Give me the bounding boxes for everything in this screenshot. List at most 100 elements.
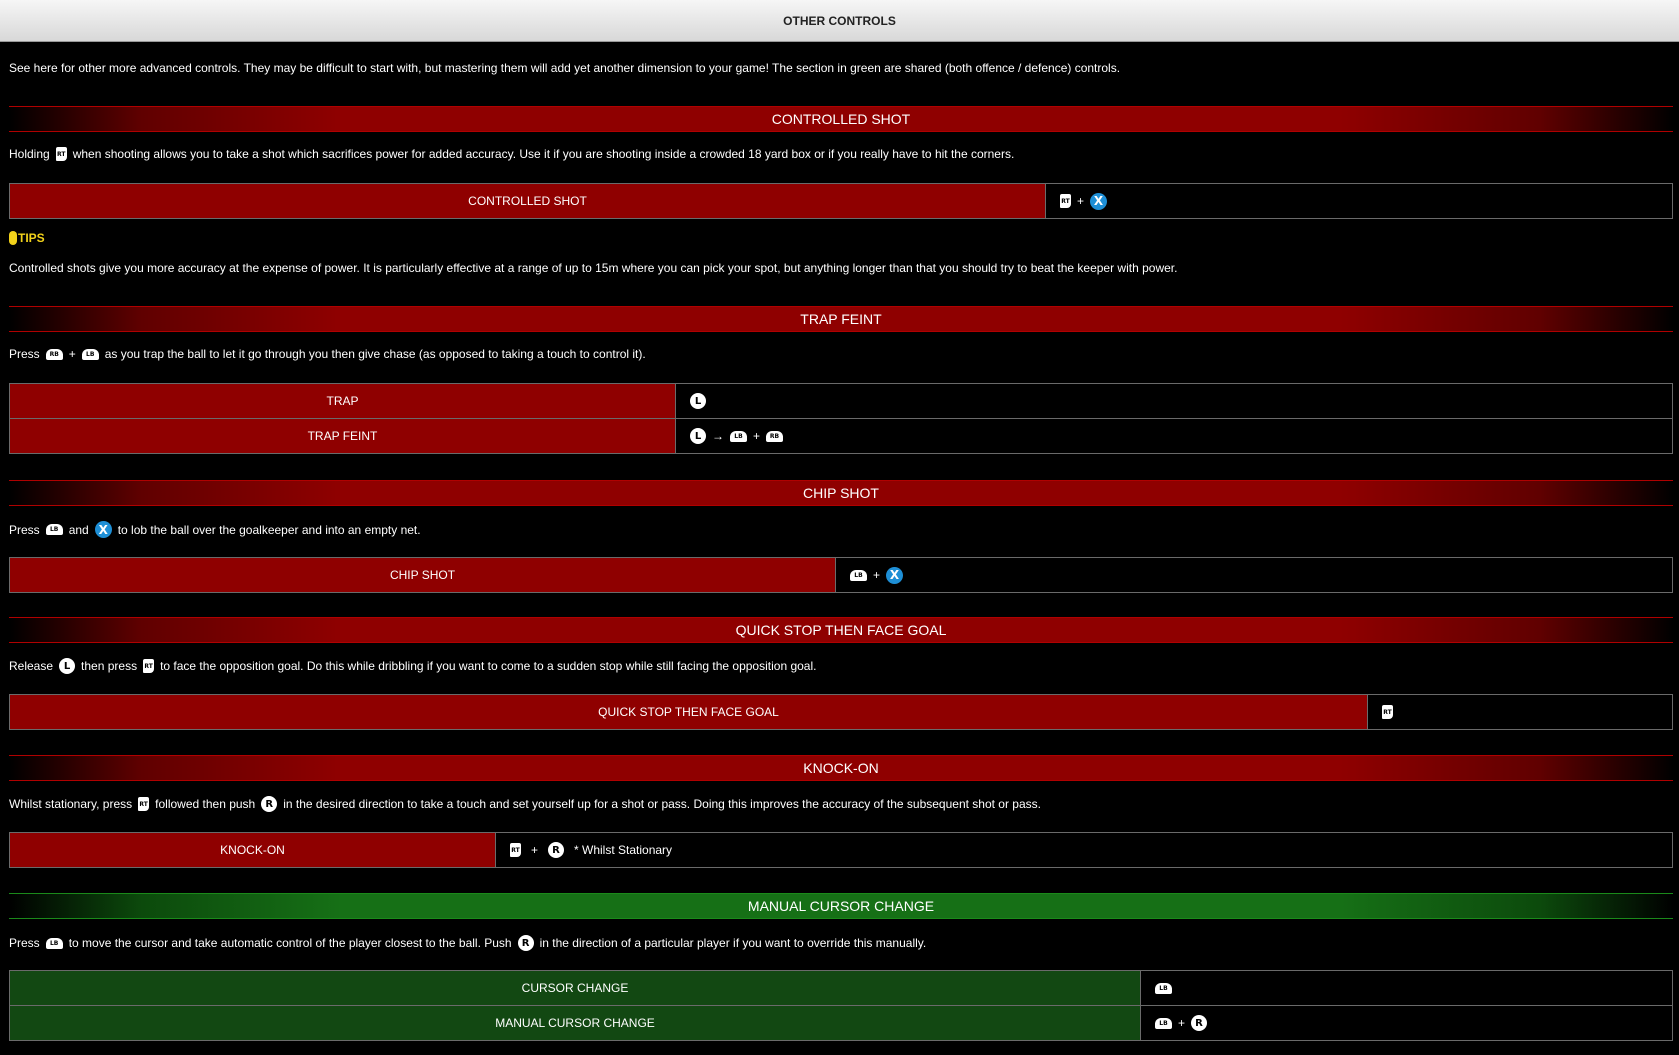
quick-stop-description: Release L then press RT to face the oppo… <box>9 658 816 674</box>
tips-label: TIPS <box>18 231 45 245</box>
section-knock-on-header: KNOCK-ON <box>9 755 1673 781</box>
control-buttons: L → LB + RB <box>675 418 1673 454</box>
desc-text: Whilst stationary, press <box>9 797 133 811</box>
rt-trigger-icon: RT <box>510 843 521 857</box>
x-button-icon: X <box>94 521 112 538</box>
desc-text: when shooting allows you to take a shot … <box>72 147 1015 161</box>
desc-text: to move the cursor and take automatic co… <box>68 936 512 950</box>
right-stick-icon: R <box>261 796 278 812</box>
table-row: MANUAL CURSOR CHANGE LB + R <box>9 1005 1673 1041</box>
rb-bumper-icon: RB <box>766 430 784 442</box>
controlled-shot-description: Holding RT when shooting allows you to t… <box>9 147 1014 161</box>
section-title: MANUAL CURSOR CHANGE <box>747 898 935 914</box>
rb-bumper-icon: RB <box>45 348 63 360</box>
section-chip-shot-header: CHIP SHOT <box>9 480 1673 506</box>
control-buttons: LB <box>1140 970 1673 1006</box>
lb-bumper-icon: LB <box>1155 1017 1172 1029</box>
desc-text: then press <box>81 659 138 673</box>
desc-text: to lob the ball over the goalkeeper and … <box>117 522 421 537</box>
left-stick-icon: L <box>690 393 706 409</box>
section-title: QUICK STOP THEN FACE GOAL <box>735 622 947 638</box>
x-button-icon: X <box>1090 192 1108 210</box>
desc-text: Press <box>9 522 40 537</box>
control-label: TRAP <box>9 383 676 419</box>
rt-trigger-icon: RT <box>143 659 155 673</box>
plus-sign: + <box>531 843 539 857</box>
rt-trigger-icon: RT <box>1060 194 1071 208</box>
table-row: TRAP FEINT L → LB + RB <box>9 418 1673 454</box>
plus-sign: + <box>68 347 76 361</box>
rt-trigger-icon: RT <box>1382 705 1393 719</box>
trap-feint-description: Press RB + LB as you trap the ball to le… <box>9 347 646 361</box>
table-row: CURSOR CHANGE LB <box>9 970 1673 1006</box>
tips-icon <box>9 231 17 245</box>
control-buttons: RT + X <box>1045 183 1673 219</box>
control-label: CURSOR CHANGE <box>9 970 1141 1006</box>
page-header: OTHER CONTROLS <box>0 0 1679 42</box>
lb-bumper-icon: LB <box>81 348 99 360</box>
section-quick-stop-header: QUICK STOP THEN FACE GOAL <box>9 617 1673 643</box>
tips-badge: TIPS <box>9 231 45 245</box>
section-controlled-shot-header: CONTROLLED SHOT <box>9 106 1673 132</box>
control-buttons: RT <box>1367 694 1673 730</box>
plus-sign: + <box>1178 1016 1186 1030</box>
x-button-icon: X <box>886 566 904 584</box>
control-label: QUICK STOP THEN FACE GOAL <box>9 694 1368 730</box>
desc-text: Holding <box>9 147 50 161</box>
quick-stop-table: QUICK STOP THEN FACE GOAL RT <box>9 694 1673 730</box>
section-trap-feint-header: TRAP FEINT <box>9 306 1673 332</box>
knock-on-description: Whilst stationary, press RT followed the… <box>9 796 1041 812</box>
manual-cursor-table: CURSOR CHANGE LB MANUAL CURSOR CHANGE LB… <box>9 970 1673 1041</box>
table-row: TRAP L <box>9 383 1673 419</box>
section-title: KNOCK-ON <box>803 760 879 776</box>
control-buttons: LB + X <box>835 557 1673 593</box>
table-row: CHIP SHOT LB + X <box>9 557 1673 593</box>
intro-text: See here for other more advanced control… <box>9 61 1121 75</box>
plus-sign: + <box>1077 194 1085 208</box>
desc-text: Press <box>9 936 40 950</box>
desc-text: in the direction of a particular player … <box>539 936 927 950</box>
left-stick-icon: L <box>59 658 76 674</box>
right-stick-icon: R <box>1191 1015 1208 1031</box>
knock-on-table: KNOCK-ON RT + R * Whilst Stationary <box>9 832 1673 868</box>
right-stick-icon: R <box>548 842 565 858</box>
right-stick-icon: R <box>517 935 534 951</box>
arrow-right-icon: → <box>712 429 724 443</box>
desc-text: to face the opposition goal. Do this whi… <box>160 659 817 673</box>
control-label: KNOCK-ON <box>9 832 496 868</box>
desc-text: Release <box>9 659 54 673</box>
controlled-shot-table: CONTROLLED SHOT RT + X <box>9 183 1673 219</box>
chip-shot-table: CHIP SHOT LB + X <box>9 557 1673 593</box>
desc-text: and <box>68 522 89 537</box>
left-stick-icon: L <box>690 428 706 444</box>
page-title: OTHER CONTROLS <box>783 13 896 28</box>
rt-trigger-icon: RT <box>55 147 67 161</box>
control-label: TRAP FEINT <box>9 418 676 454</box>
table-row: QUICK STOP THEN FACE GOAL RT <box>9 694 1673 730</box>
section-manual-cursor-header: MANUAL CURSOR CHANGE <box>9 893 1673 919</box>
lb-bumper-icon: LB <box>850 569 867 581</box>
chip-shot-description: Press LB and X to lob the ball over the … <box>9 521 421 538</box>
manual-cursor-description: Press LB to move the cursor and take aut… <box>9 935 926 951</box>
lb-bumper-icon: LB <box>45 937 63 949</box>
desc-text: Press <box>9 347 40 361</box>
control-label: CHIP SHOT <box>9 557 836 593</box>
plus-sign: + <box>873 568 881 582</box>
section-title: CONTROLLED SHOT <box>771 111 911 127</box>
rt-trigger-icon: RT <box>138 797 150 811</box>
section-title: CHIP SHOT <box>803 485 879 501</box>
plus-sign: + <box>753 429 761 443</box>
trap-feint-table: TRAP L TRAP FEINT L → LB + RB <box>9 383 1673 454</box>
section-title: TRAP FEINT <box>800 311 882 327</box>
tips-text: Controlled shots give you more accuracy … <box>9 261 1178 275</box>
lb-bumper-icon: LB <box>730 430 747 442</box>
control-buttons: L <box>675 383 1673 419</box>
control-note: * Whilst Stationary <box>574 843 673 857</box>
desc-text: in the desired direction to take a touch… <box>283 797 1041 811</box>
desc-text: followed then push <box>155 797 256 811</box>
control-label: MANUAL CURSOR CHANGE <box>9 1005 1141 1041</box>
lb-bumper-icon: LB <box>1155 982 1172 994</box>
lb-bumper-icon: LB <box>45 524 63 535</box>
table-row: CONTROLLED SHOT RT + X <box>9 183 1673 219</box>
table-row: KNOCK-ON RT + R * Whilst Stationary <box>9 832 1673 868</box>
